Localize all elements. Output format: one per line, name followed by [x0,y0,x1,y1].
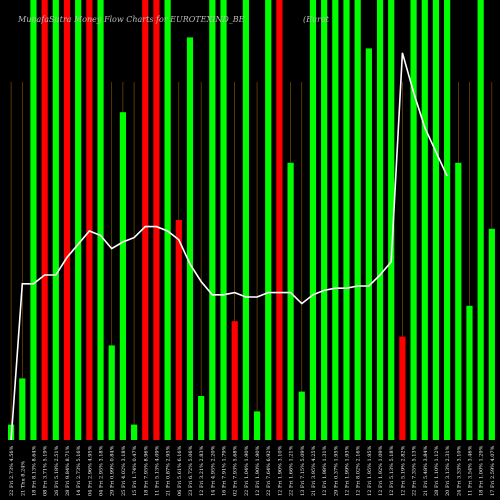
x-tick-label: 21 Fri 5.48% 3.84% [423,445,429,496]
line-series [10,52,448,441]
x-tick-label: 22 Fri 7.35% 5.13% [412,445,418,496]
money-flow-bar-up [198,396,205,440]
x-tick-label: 22 Fri 1.66% 1.21% [289,445,295,496]
money-flow-bar-up [332,0,339,440]
x-tick-label: 29 Fri 0.99% 0.84% [110,445,116,496]
money-flow-bar-down [41,0,48,440]
x-tick-label: 16 Fri 7.91% 1.79% [222,445,228,496]
money-flow-bar-up [354,0,361,440]
x-tick-label: 12 Fri 3.21% 2.83% [199,445,205,496]
money-flow-bar-down [63,0,71,440]
money-flow-bar-up [209,0,216,440]
money-flow-bar-up [488,228,495,440]
money-flow-bar-up [376,0,384,440]
x-tick-label: 26 Fri 5.18% 2.51% [54,445,60,496]
money-flow-bar-up [477,0,484,440]
x-tick-label: 12 Fri 1.90% 1.90% [255,445,261,496]
money-flow-bar-down [175,220,182,440]
x-tick-label: 21 Thu 8.24% [20,461,26,496]
money-flow-bar-up [287,162,294,441]
money-flow-bar-down [231,321,238,440]
money-flow-bar-up [119,112,126,440]
money-flow-bar-up [321,0,328,440]
x-tick-label: 18 Fri 1.00% 1.29% [479,445,485,496]
x-tick-label: 02 Fri 7.93% 5.68% [233,445,239,496]
money-flow-bar-down [276,0,283,440]
money-flow-bar-up [421,0,428,440]
money-flow-bar-down [399,336,406,440]
x-tick-label: 29 Fri 0.37% 1.95% [333,445,339,496]
money-flow-bar-up [130,424,138,440]
money-flow-bar-up [444,0,451,440]
x-tick-label: 04 Fri 2.96% 4.95% [87,445,93,496]
x-tick-label: 11 Fri 3.54% 3.46% [467,445,473,496]
money-flow-bar-down [86,0,93,440]
money-flow-bar-up [298,391,305,440]
x-tick-label: 12 Fri 5.19% 2.82% [400,445,406,496]
money-flow-bar-up [52,0,59,440]
x-tick-label: 22 Fri 7.64% 6.92% [266,445,272,496]
x-tick-label: 28 Fri 9.84% 8.71% [65,445,71,496]
chart-title: MunafaSutra Money Flow Charts for EUROTE… [17,15,245,24]
x-tick-label: 12 Fri 5.13% 5.18% [389,445,395,496]
money-flow-bar-up [455,162,462,441]
money-flow-bar-up [108,345,115,440]
money-flow-bar-down [142,0,149,440]
x-tick-label: 14 Fri 4.95% 2.20% [210,445,216,496]
money-flow-bar-up [410,0,417,440]
x-tick-label: 12 Fri 1.98% 1.31% [322,445,328,496]
money-flow-bar-up [365,48,372,441]
money-flow-bar-down [153,0,160,440]
money-flow-bar-up [253,411,261,440]
x-tick-label: 13 Fri 7.15% 5.09% [300,445,306,496]
money-flow-bar-up [466,305,473,440]
x-tick-label: 15 Fri 1.74% 0.47% [132,445,138,496]
chart-title-right: (Eurot [303,15,330,24]
x-tick-label: 22 Fri 1.04% 1.90% [244,445,250,496]
x-tick-label: 23 Fri 6.72% 5.06% [188,445,194,496]
x-tick-label: 22 Fri 2.73% 4.56% [9,445,15,496]
bar-series [8,0,495,441]
money-flow-bar-up [309,0,317,440]
money-flow-bar-up [220,0,227,440]
money-flow-bar-up [75,0,82,440]
x-tick-label: 25 Fri 4.02% 3.18% [121,445,127,496]
x-tick-label: 18 Fri 8.13% 8.64% [31,445,37,496]
x-tick-label: 12 Fri 1.99% 1.93% [345,445,351,496]
money-flow-bar-up [388,0,395,440]
money-flow-bar-up [343,0,350,440]
x-tick-label: 08 Fri 3.71% 5.19% [43,445,49,496]
money-flow-bar-up [186,37,194,441]
x-tick-label: 12 Fri 1.95% 1.95% [367,445,373,496]
money-flow-bar-up [30,0,37,440]
money-flow-bar-up [164,0,171,440]
x-tick-label: 21 Fri 3.95% 4.25% [311,445,317,496]
x-tick-label: 12 Fri 1.90% 3.10% [277,445,283,496]
x-tick-label: 21 Fri 0.87% 2.95% [166,445,172,496]
x-tick-label: 11 Fri 5.13% 4.09% [154,445,160,496]
x-tick-label: 20 Fri 3.13% 2.31% [445,445,451,496]
x-tick-label: 12 Fri 1.92% 1.09% [378,445,384,496]
money-flow-bar-up [97,0,104,440]
x-tick-label: 04 Fri 2.95% 3.18% [99,445,105,496]
x-axis-labels: 22 Fri 2.73% 4.56% 21 Thu 8.24% 18 Fri 8.1… [9,445,496,496]
money-flow-bar-up [242,0,249,440]
x-tick-label: 18 Fri 7.95% 8.96% [143,445,149,496]
x-tick-label: 28 Fri 1.10% 1.12% [434,445,440,496]
x-tick-label: 24 Fri 3.33% 3.10% [456,445,462,496]
money-flow-bar-up [432,0,440,440]
x-tick-label: 14 Fri 2.73% 5.16% [76,445,82,496]
money-flow-bar-up [265,0,272,440]
x-tick-label: 06 Fri 5.61% 6.16% [177,445,183,496]
x-tick-label: 17 Fri 2.59% 4.07% [490,445,496,496]
x-tick-label: 12 Fri 8.02% 2.16% [356,445,362,496]
money-flow-line [10,52,448,441]
money-flow-bar-up [19,378,26,440]
